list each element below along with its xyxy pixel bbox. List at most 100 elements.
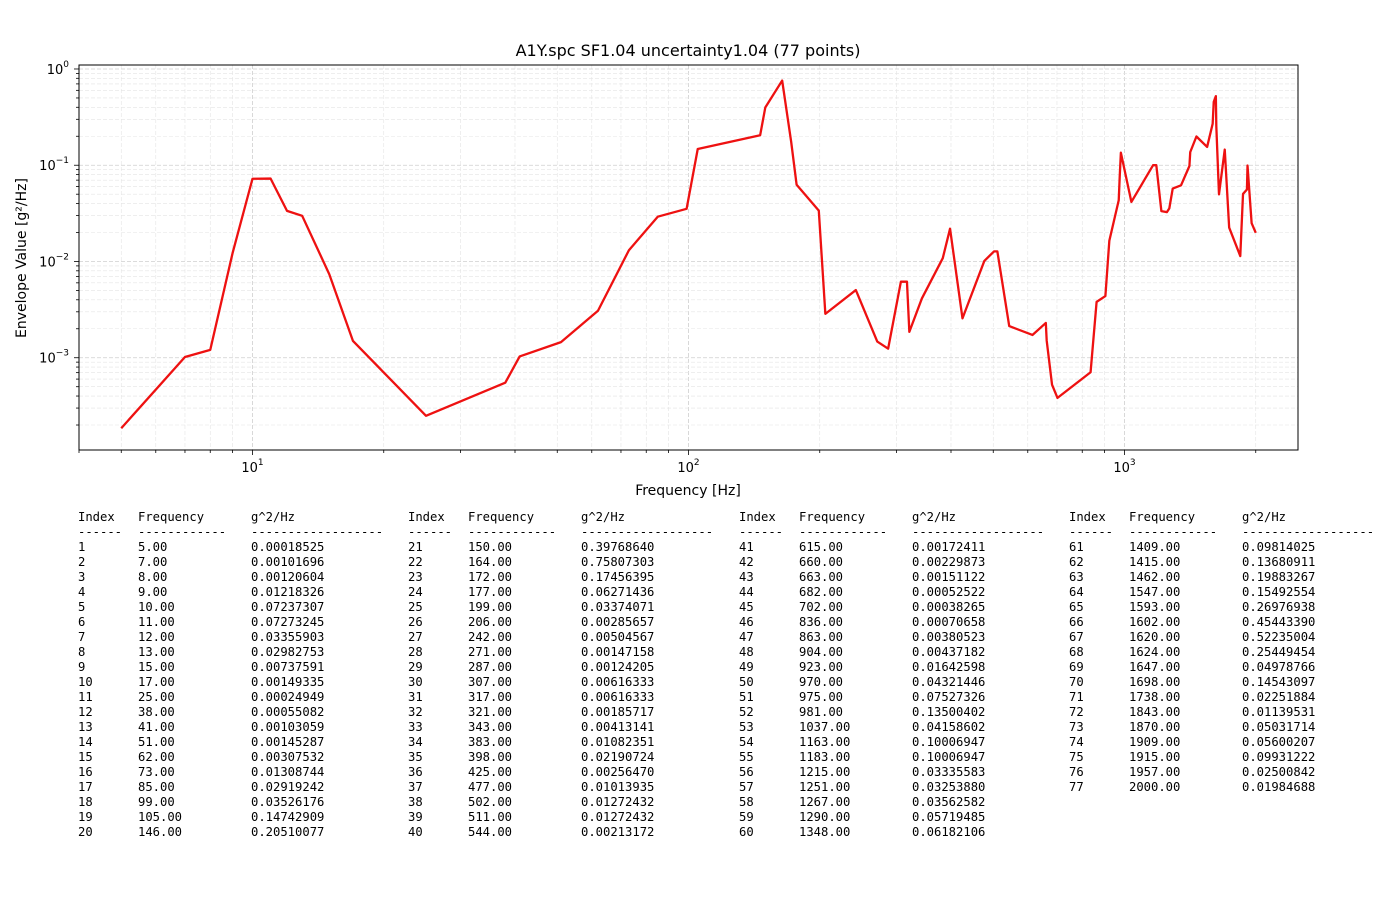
index-cell: 43 (739, 570, 754, 584)
value-cell: 0.01013935 (581, 780, 655, 794)
frequency-cell: 1251.00 (799, 780, 851, 794)
table-row: 57 1251.00 0.03253880 (739, 780, 1072, 795)
frequency-cell: 477.00 (468, 780, 513, 794)
table-separator-row: ------ ------------ ------------------ (1069, 525, 1400, 540)
index-cell: 12 (78, 705, 93, 719)
value-cell: 0.07273245 (251, 615, 325, 629)
value-cell: 0.04321446 (912, 675, 986, 689)
frequency-cell: 5.00 (138, 540, 168, 554)
value-cell: 0.00101696 (251, 555, 325, 569)
table-row: 69 1647.00 0.04978766 (1069, 660, 1400, 675)
value-cell: 0.00229873 (912, 555, 986, 569)
index-cell: 71 (1069, 690, 1084, 704)
frequency-cell: ------------ (799, 525, 888, 539)
frequency-cell: 2000.00 (1129, 780, 1181, 794)
frequency-cell: 199.00 (468, 600, 513, 614)
value-cell: 0.25449454 (1242, 645, 1316, 659)
frequency-cell: 1183.00 (799, 750, 851, 764)
frequency-cell: 164.00 (468, 555, 513, 569)
value-cell: 0.03562582 (912, 795, 986, 809)
table-header-row: Index Frequency g^2/Hz (739, 510, 1072, 525)
table-row: 68 1624.00 0.25449454 (1069, 645, 1400, 660)
value-cell: 0.01272432 (581, 795, 655, 809)
frequency-cell: 73.00 (138, 765, 175, 779)
value-cell: 0.00504567 (581, 630, 655, 644)
value-cell: 0.20510077 (251, 825, 325, 839)
table-column-block: Index Frequency g^2/Hz ------ ------------ --… (408, 510, 741, 840)
frequency-cell: 317.00 (468, 690, 513, 704)
value-cell: 0.01082351 (581, 735, 655, 749)
table-row: 22 164.00 0.75807303 (408, 555, 741, 570)
index-cell: 53 (739, 720, 754, 734)
value-cell: 0.06271436 (581, 585, 655, 599)
frequency-cell: Frequency (138, 510, 205, 524)
index-cell: 44 (739, 585, 754, 599)
index-cell: 37 (408, 780, 423, 794)
table-row: 76 1957.00 0.02500842 (1069, 765, 1400, 780)
index-cell: ------ (739, 525, 784, 539)
index-cell: 8 (78, 645, 86, 659)
table-row: 19 105.00 0.14742909 (78, 810, 411, 825)
table-row: 75 1915.00 0.09931222 (1069, 750, 1400, 765)
index-cell: 68 (1069, 645, 1084, 659)
value-cell: 0.00616333 (581, 675, 655, 689)
frequency-cell: 10.00 (138, 600, 175, 614)
value-cell: 0.07527326 (912, 690, 986, 704)
value-cell: 0.07237307 (251, 600, 325, 614)
table-row: 4 9.00 0.01218326 (78, 585, 411, 600)
value-cell: 0.00070658 (912, 615, 986, 629)
table-row: 70 1698.00 0.14543097 (1069, 675, 1400, 690)
frequency-cell: 13.00 (138, 645, 175, 659)
table-row: 49 923.00 0.01642598 (739, 660, 1072, 675)
index-cell: 21 (408, 540, 423, 554)
value-cell: 0.03374071 (581, 600, 655, 614)
value-cell: 0.15492554 (1242, 585, 1316, 599)
frequency-cell: 502.00 (468, 795, 513, 809)
value-cell: 0.00149335 (251, 675, 325, 689)
value-cell: 0.04978766 (1242, 660, 1316, 674)
index-cell: 11 (78, 690, 93, 704)
table-row: 21 150.00 0.39768640 (408, 540, 741, 555)
frequency-cell: 1698.00 (1129, 675, 1181, 689)
index-cell: 58 (739, 795, 754, 809)
frequency-cell: 146.00 (138, 825, 183, 839)
frequency-cell: Frequency (1129, 510, 1196, 524)
table-row: 51 975.00 0.07527326 (739, 690, 1072, 705)
table-row: 34 383.00 0.01082351 (408, 735, 741, 750)
frequency-cell: 1909.00 (1129, 735, 1181, 749)
value-cell: 0.00737591 (251, 660, 325, 674)
index-cell: 14 (78, 735, 93, 749)
table-row: 23 172.00 0.17456395 (408, 570, 741, 585)
frequency-cell: 287.00 (468, 660, 513, 674)
index-cell: 17 (78, 780, 93, 794)
y-tick-label: 10−2 (39, 252, 69, 270)
table-row: 30 307.00 0.00616333 (408, 675, 741, 690)
index-cell: ------ (78, 525, 123, 539)
value-cell: 0.00055082 (251, 705, 325, 719)
value-cell: 0.02919242 (251, 780, 325, 794)
envelope-line (120, 79, 1257, 429)
index-cell: 63 (1069, 570, 1084, 584)
table-row: 44 682.00 0.00052522 (739, 585, 1072, 600)
frequency-cell: 836.00 (799, 615, 844, 629)
frequency-cell: 544.00 (468, 825, 513, 839)
frequency-cell: 12.00 (138, 630, 175, 644)
index-cell: ------ (1069, 525, 1114, 539)
frequency-cell: 1547.00 (1129, 585, 1181, 599)
index-cell: 31 (408, 690, 423, 704)
table-row: 62 1415.00 0.13680911 (1069, 555, 1400, 570)
frequency-cell: 242.00 (468, 630, 513, 644)
value-cell: g^2/Hz (912, 510, 957, 524)
frequency-cell: ------------ (138, 525, 227, 539)
table-column-block: Index Frequency g^2/Hz ------ ------------ --… (1069, 510, 1400, 795)
table-separator-row: ------ ------------ ------------------ (739, 525, 1072, 540)
table-row: 35 398.00 0.02190724 (408, 750, 741, 765)
index-cell: 1 (78, 540, 86, 554)
frequency-cell: 702.00 (799, 600, 844, 614)
value-cell: 0.01642598 (912, 660, 986, 674)
frequency-cell: 1624.00 (1129, 645, 1181, 659)
frequency-cell: 1647.00 (1129, 660, 1181, 674)
table-row: 33 343.00 0.00413141 (408, 720, 741, 735)
frequency-cell: 99.00 (138, 795, 175, 809)
index-cell: 49 (739, 660, 754, 674)
